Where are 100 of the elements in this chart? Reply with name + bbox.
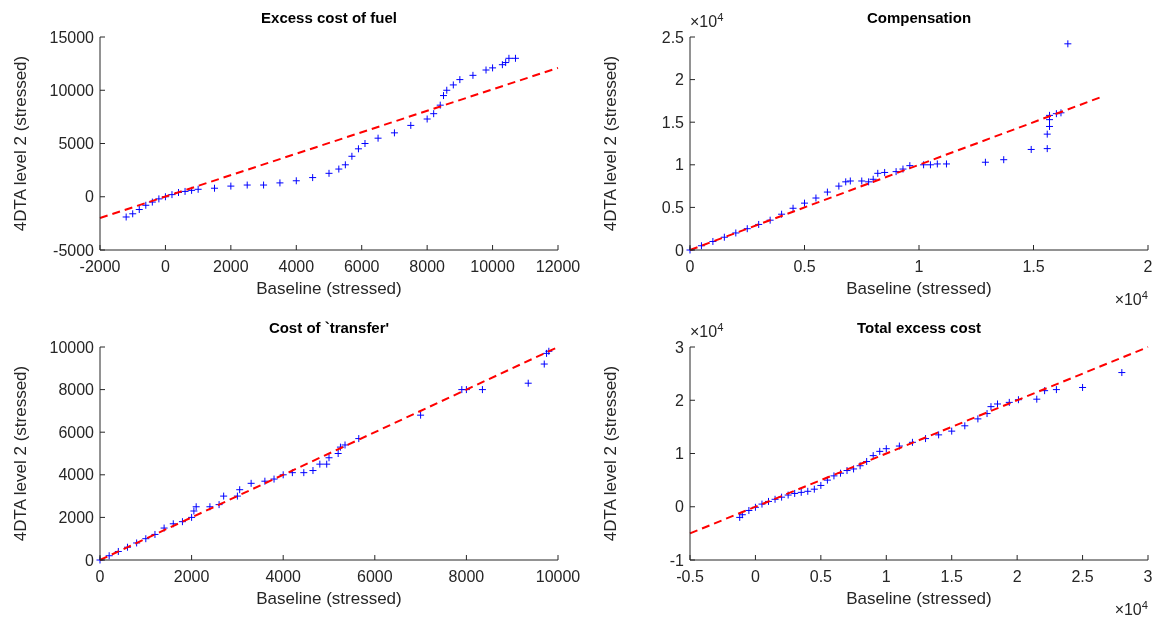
y-tick-label: 0.5 xyxy=(661,199,685,216)
point xyxy=(449,80,458,89)
y-tick-label: 2000 xyxy=(58,509,95,526)
x-tick-label: 6000 xyxy=(343,258,380,275)
y-tick-label: 3 xyxy=(675,338,685,356)
point xyxy=(341,440,350,449)
point xyxy=(275,178,284,187)
point xyxy=(105,551,114,560)
y-tick-label: 5000 xyxy=(58,135,95,153)
point xyxy=(334,449,343,458)
point xyxy=(771,495,780,504)
text: ×10$^{4}$ xyxy=(1114,599,1148,618)
point xyxy=(187,513,196,522)
y-tick-label: 10000 xyxy=(49,338,95,356)
x-axis-title: Baseline (stressed) xyxy=(846,589,992,608)
point xyxy=(482,66,491,75)
point xyxy=(993,399,1002,408)
point xyxy=(857,176,866,185)
point xyxy=(325,453,333,462)
point xyxy=(873,169,882,178)
point xyxy=(194,185,203,194)
point xyxy=(1052,385,1061,394)
point xyxy=(823,476,832,485)
point xyxy=(843,466,852,475)
point xyxy=(390,128,399,137)
point xyxy=(524,379,533,388)
point xyxy=(856,461,865,470)
y-tick-label: -5000 xyxy=(53,241,95,259)
x-tick-label: -0.5 xyxy=(676,568,704,585)
point xyxy=(757,500,766,509)
point xyxy=(731,228,740,237)
x-tick-label: 4000 xyxy=(265,568,302,585)
y-tick-label: 0 xyxy=(85,551,95,569)
point xyxy=(416,411,425,420)
x-tick-label: 2000 xyxy=(173,568,210,585)
point xyxy=(973,414,982,423)
point xyxy=(875,447,884,456)
point xyxy=(135,205,144,214)
point xyxy=(811,194,820,203)
point xyxy=(947,427,956,436)
y-tick-label: 0 xyxy=(675,498,685,516)
point xyxy=(1027,145,1036,154)
x-tick-label: 1.5 xyxy=(1022,258,1045,275)
y-tick-label: 2 xyxy=(675,71,685,89)
point xyxy=(864,177,873,186)
point xyxy=(846,176,855,185)
x-tick-label: 2 xyxy=(1012,568,1022,585)
point xyxy=(235,485,244,494)
x-tick-label: 4000 xyxy=(278,258,315,275)
point xyxy=(192,502,201,511)
point xyxy=(189,507,198,516)
point xyxy=(800,199,809,208)
y-tick-label: 2.5 xyxy=(661,28,685,46)
text: ×10$^{4}$ xyxy=(1114,289,1148,308)
point xyxy=(210,184,219,193)
point xyxy=(128,209,137,218)
point xyxy=(150,530,159,539)
point xyxy=(882,444,891,453)
y-tick-label: 4000 xyxy=(58,466,95,484)
x-tick-label: 0.5 xyxy=(809,568,833,585)
point xyxy=(308,466,317,475)
chart-title: Compensation xyxy=(866,9,972,26)
point xyxy=(849,464,858,473)
point xyxy=(880,168,889,177)
y-tick-label: 1 xyxy=(675,156,685,174)
point xyxy=(816,481,825,490)
point xyxy=(1078,383,1087,392)
chart-title: Total excess cost xyxy=(857,319,981,336)
x-axis-title: Baseline (stressed) xyxy=(256,589,402,608)
point xyxy=(790,489,799,498)
y-tick-label: 6000 xyxy=(58,423,95,441)
y-tick-label: 15000 xyxy=(49,28,95,46)
x-tick-label: 12000 xyxy=(535,258,581,275)
point xyxy=(292,176,301,185)
y-tick-label: 2 xyxy=(675,391,685,409)
x-tick-label: 0.5 xyxy=(793,258,816,275)
point xyxy=(898,165,907,174)
x-tick-label: 2.5 xyxy=(1071,568,1094,585)
point xyxy=(154,194,163,203)
point xyxy=(406,121,415,130)
point xyxy=(895,442,904,451)
point xyxy=(429,109,438,118)
x-tick-label: 10000 xyxy=(470,258,515,275)
point xyxy=(981,158,990,167)
x-tick-label: 2000 xyxy=(213,258,249,275)
point xyxy=(299,468,308,477)
point xyxy=(892,167,901,176)
point xyxy=(1045,122,1054,131)
point xyxy=(511,54,520,63)
text: ×10$^{4}$ xyxy=(690,11,724,30)
point xyxy=(205,502,214,511)
point xyxy=(986,402,995,411)
point xyxy=(926,160,935,169)
chart-title: Cost of `transfer' xyxy=(268,319,390,336)
point xyxy=(308,173,317,182)
x-axis-title: Baseline (stressed) xyxy=(256,279,402,298)
point xyxy=(960,421,969,430)
point xyxy=(1117,368,1126,377)
point xyxy=(325,169,333,178)
point xyxy=(797,488,806,497)
